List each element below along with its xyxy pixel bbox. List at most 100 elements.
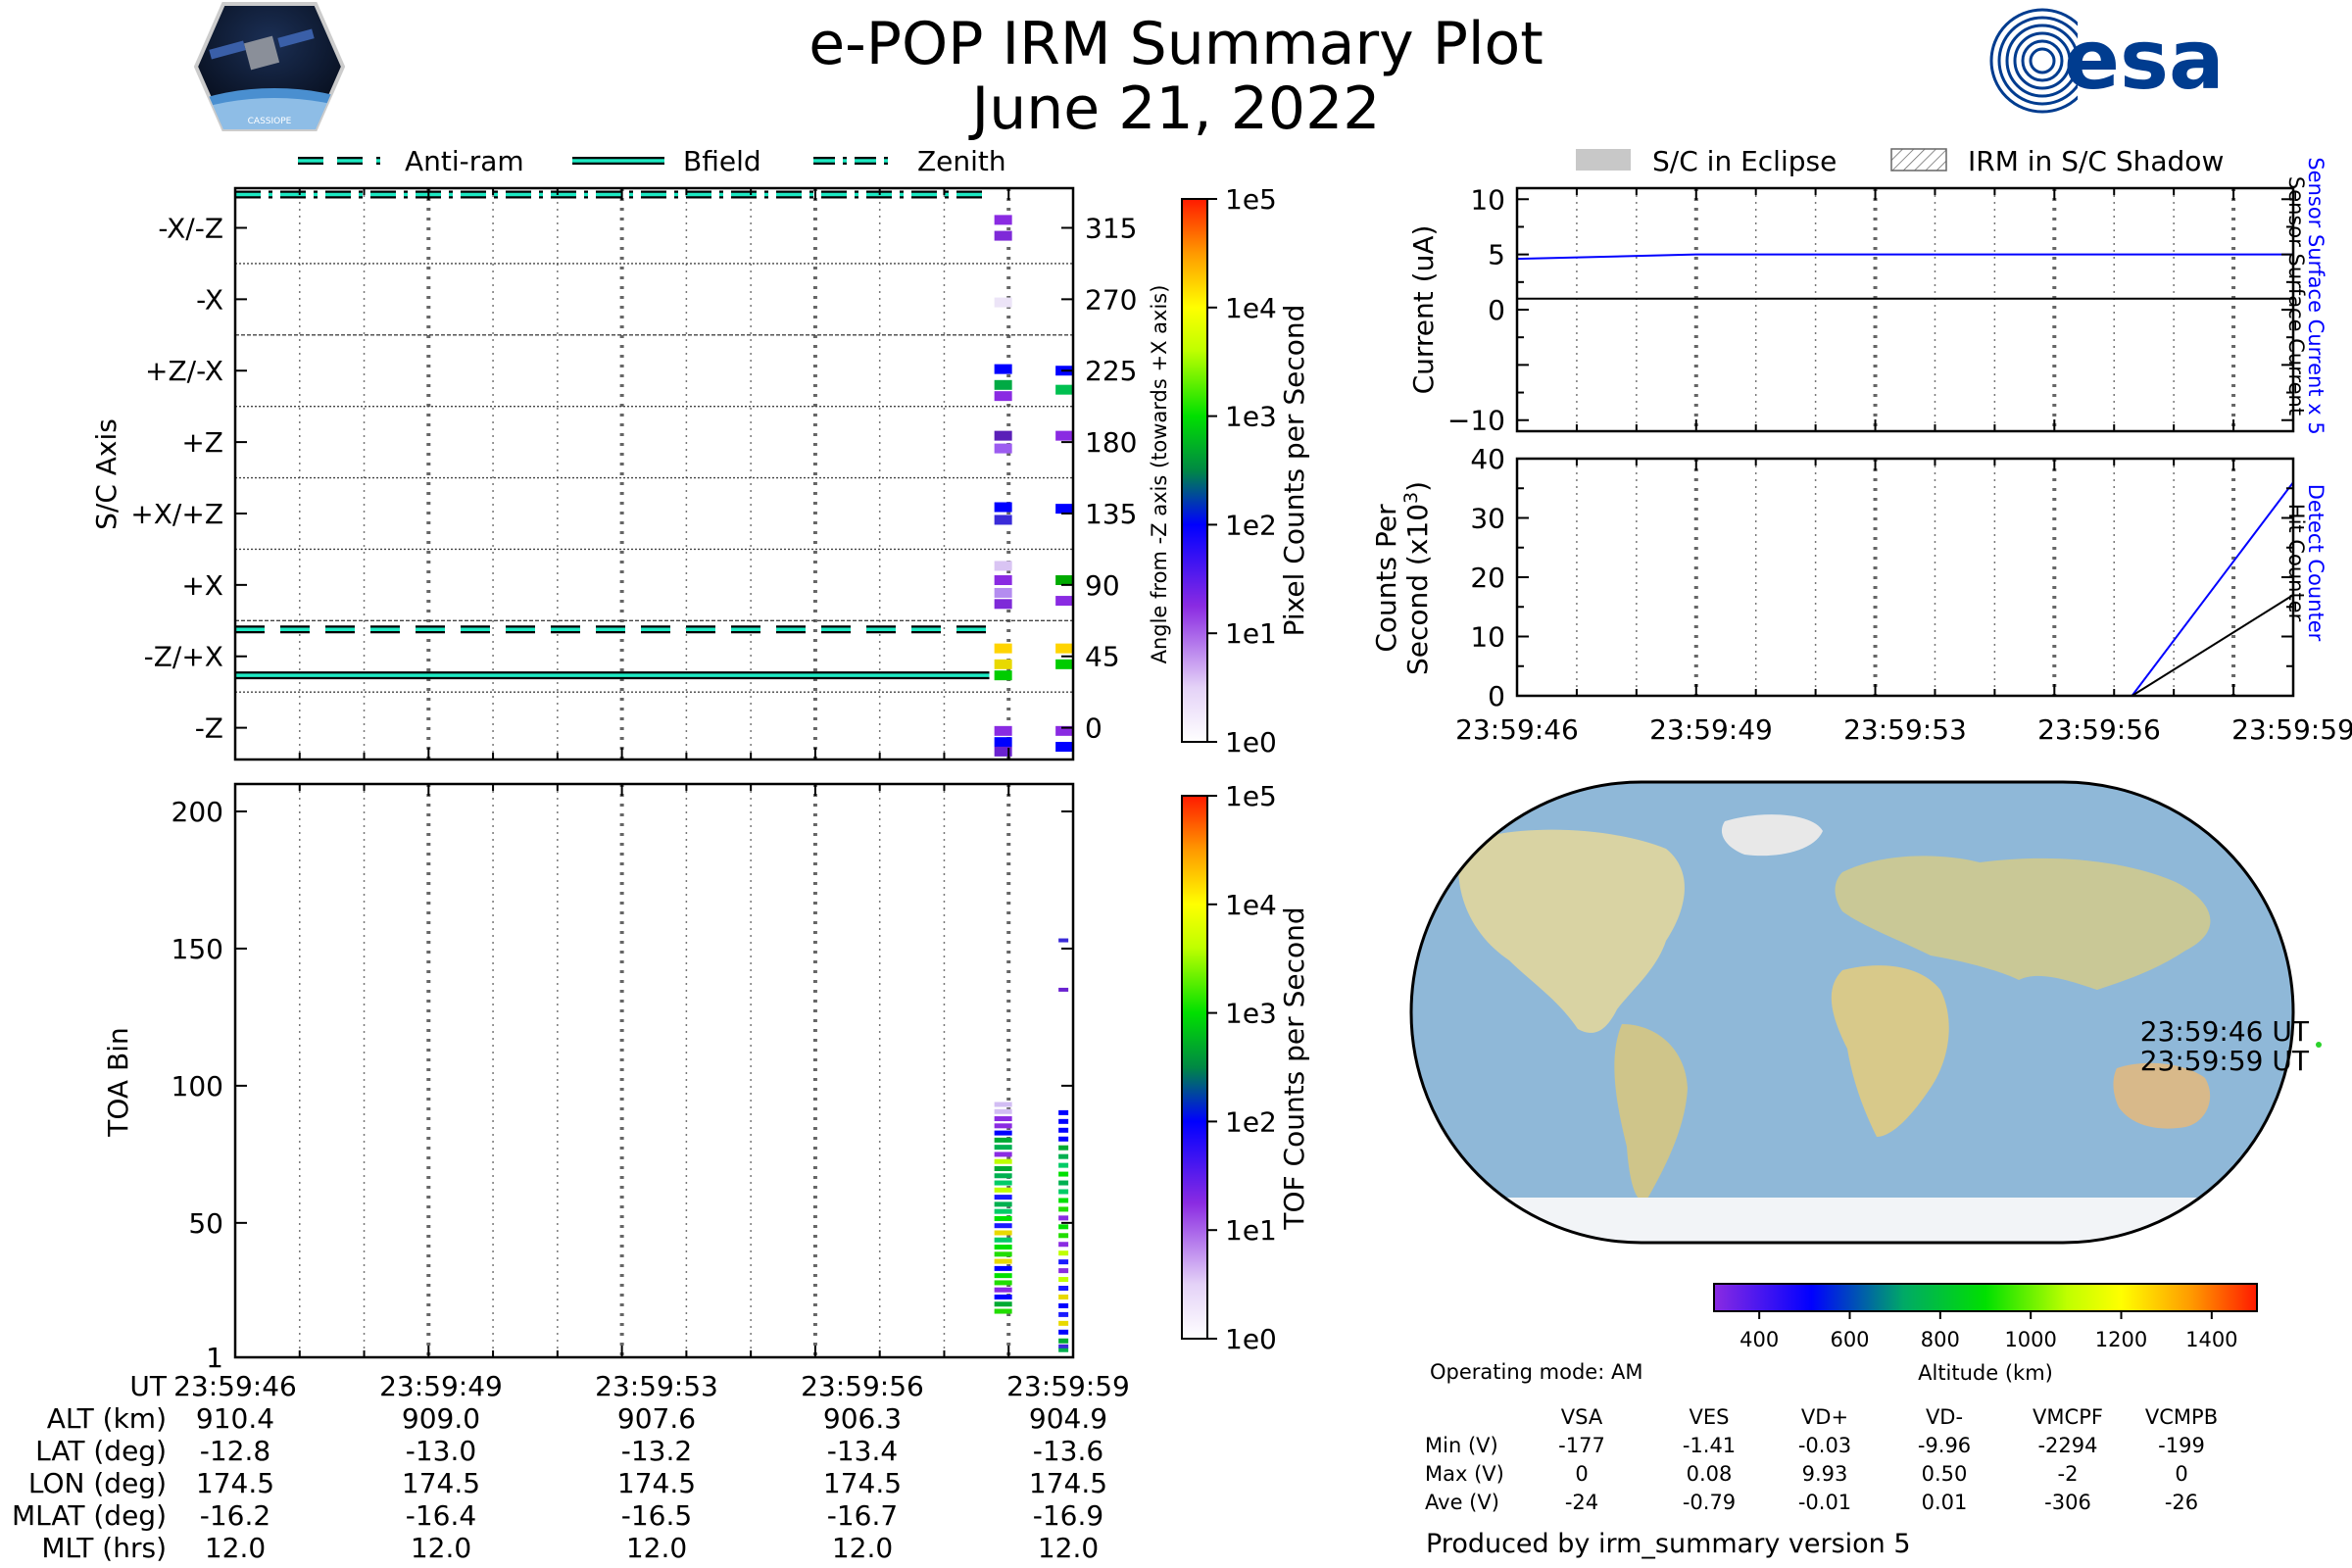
voltage-cell: -0.01	[1797, 1491, 1852, 1514]
heatmap-cell	[994, 599, 1012, 610]
sc-axis-category: -Z	[195, 712, 223, 745]
current-tick-label: 0	[1488, 294, 1505, 326]
altitude-colorbar-label: Altitude (km)	[1918, 1361, 2053, 1385]
heatmap-cell	[1055, 643, 1074, 654]
altitude-tick-label: 600	[1830, 1328, 1869, 1351]
tof-heatmap-cell	[1058, 1153, 1069, 1159]
tof-heatmap-cell	[994, 1158, 1012, 1164]
orbit-cell: 174.5	[616, 1467, 697, 1499]
sc-axis-category: +X	[181, 569, 223, 602]
heatmap-cell	[1055, 725, 1074, 736]
orbit-row-label: ALT (km)	[46, 1402, 167, 1435]
tof-heatmap-cell	[994, 1130, 1012, 1136]
heatmap-cell	[994, 725, 1012, 736]
angle-axis-label: Angle from -Z axis (towards +X axis)	[1148, 285, 1171, 664]
colorbar-tick-label: 1e2	[1225, 1105, 1277, 1138]
tof-heatmap-cell	[994, 1230, 1012, 1236]
series-detect-counter	[1517, 481, 2294, 697]
orbit-cell: 904.9	[1028, 1402, 1108, 1435]
orbit-track-point	[2316, 1042, 2322, 1048]
current-ylabel: Current (uA)	[1407, 225, 1440, 395]
voltage-cell: 9.93	[1801, 1462, 1848, 1486]
counts-panel: 40 30 20 10 023:59:46 23:59:49 23:59:53 23:59:5…	[1370, 443, 2352, 746]
tof-heatmap-cell	[1058, 1206, 1069, 1212]
toa-tick-label: 150	[172, 933, 223, 965]
tof-heatmap-cell	[1058, 1215, 1069, 1221]
voltage-cell: 0	[1575, 1462, 1589, 1486]
heatmap-cell	[994, 364, 1012, 374]
heatmap-cell	[994, 587, 1012, 598]
tof-heatmap-cell	[994, 1137, 1012, 1143]
tof-heatmap-cell	[1058, 1162, 1069, 1168]
orbit-cell: -16.4	[405, 1499, 477, 1532]
cassiope-logo-text: CASSIOPE	[248, 117, 292, 126]
operating-mode: Operating mode: AM	[1430, 1360, 1643, 1384]
tof-heatmap-cell	[994, 1223, 1012, 1229]
tof-heatmap-cell	[994, 1265, 1012, 1271]
tof-heatmap-cell	[1058, 1136, 1069, 1142]
tof-heatmap-cell	[1058, 1109, 1069, 1115]
sc-axis-category: +Z	[181, 426, 223, 459]
tof-colorbar-label: TOF Counts per Second	[1278, 906, 1310, 1230]
orbit-cell: -13.6	[1032, 1435, 1104, 1467]
tof-heatmap-cell	[994, 1201, 1012, 1207]
colorbar-tick-label: 1e1	[1225, 1214, 1277, 1247]
heatmap-cell	[994, 737, 1012, 748]
tof-heatmap-cell	[994, 1287, 1012, 1293]
counts-tick-label: 10	[1470, 621, 1505, 654]
colorbar-tick-label: 1e4	[1225, 292, 1277, 324]
sc-axis-panel: -X/-Z 315 -X 270 +Z/-X 225 +Z 180 +X/+Z 135 +X 90 -Z…	[90, 186, 1171, 761]
counts-tick-label: 40	[1470, 443, 1505, 475]
tof-colorbar: 1e0 1e1 1e2 1e3 1e4 1e5 TOF Counts per Second	[1181, 780, 1310, 1355]
orbit-cell: 174.5	[195, 1467, 275, 1499]
voltage-cell: -1.41	[1682, 1434, 1737, 1457]
orbit-cell: -13.4	[826, 1435, 899, 1467]
heatmap-cell	[1055, 384, 1074, 395]
orbit-cell: -13.0	[405, 1435, 477, 1467]
tof-heatmap-cell	[1058, 1277, 1069, 1283]
toa-tick-label: 200	[172, 796, 223, 828]
tof-heatmap-cell	[994, 1116, 1012, 1122]
tof-heatmap-cell	[1058, 1259, 1069, 1265]
colorbar-tick-label: 1e5	[1225, 780, 1277, 812]
altitude-colorbar: 400 600 800 1000 1200 1400 Altitude (km)	[1713, 1283, 2258, 1385]
current-tick-label: −10	[1447, 405, 1505, 437]
heatmap-cell	[1055, 742, 1074, 753]
orbit-row-label: MLT (hrs)	[41, 1532, 167, 1564]
heatmap-cell	[994, 561, 1012, 571]
heatmap-cell	[994, 443, 1012, 454]
toa-tick-label: 50	[188, 1207, 223, 1240]
tof-heatmap-cell	[994, 1102, 1012, 1107]
tof-heatmap-cell	[1058, 1347, 1069, 1352]
tof-heatmap-cell	[1058, 1294, 1069, 1299]
orbit-cell: 12.0	[831, 1532, 894, 1564]
altitude-tick-label: 1000	[2004, 1328, 2056, 1351]
voltage-cell: 0.01	[1921, 1491, 1968, 1514]
counts-tick-label: 30	[1470, 503, 1505, 535]
time-tick-label: 23:59:59	[2231, 713, 2352, 746]
altitude-tick-label: 1400	[2185, 1328, 2237, 1351]
esa-logo: esa	[1989, 8, 2225, 114]
angle-tick-label: 90	[1085, 569, 1120, 602]
page-date: June 21, 2022	[971, 74, 1381, 143]
tof-heatmap-cell	[994, 1294, 1012, 1299]
legend-eclipse: S/C in Eclipse	[1652, 145, 1837, 177]
time-tick-label: 23:59:49	[1649, 713, 1773, 746]
orbit-cell: 23:59:59	[1006, 1370, 1130, 1402]
sc-axis-category: -X	[196, 283, 223, 316]
tof-heatmap-cell	[994, 1237, 1012, 1243]
voltage-cell: 0.08	[1686, 1462, 1733, 1486]
cassiope-logo: CASSIOPE	[193, 1, 346, 131]
voltage-column-header: VSA	[1560, 1405, 1603, 1429]
toa-tick-label: 100	[172, 1070, 223, 1102]
sc-axis-category: -Z/+X	[144, 641, 223, 673]
tof-heatmap-cell	[1058, 1250, 1069, 1256]
heatmap-cell	[994, 659, 1012, 669]
legend-shadow: IRM in S/C Shadow	[1968, 145, 2224, 177]
orbit-cell: 909.0	[401, 1402, 481, 1435]
heatmap-cell	[1055, 504, 1074, 514]
voltage-cell: -24	[1564, 1491, 1599, 1514]
legend-anti-ram: Anti-ram	[405, 145, 524, 177]
